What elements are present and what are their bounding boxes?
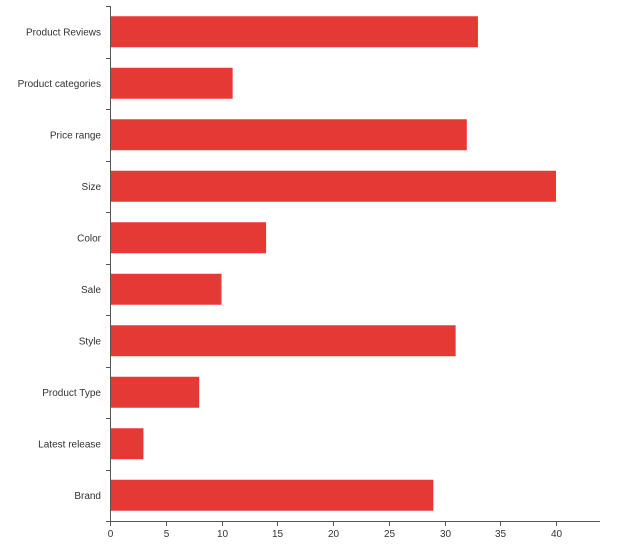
category-label-product-type: Product Type [42, 388, 101, 399]
bar-product-reviews [111, 16, 478, 48]
x-tick-label: 15 [272, 529, 284, 540]
x-tick-label: 10 [217, 529, 229, 540]
bar-product-categories [111, 67, 233, 99]
bar-color [111, 222, 267, 254]
bar-sale [111, 273, 222, 305]
category-label-price-range: Price range [50, 130, 102, 141]
x-tick-label: 5 [164, 529, 170, 540]
category-label-color: Color [77, 233, 102, 244]
category-label-product-reviews: Product Reviews [26, 27, 101, 38]
x-tick-label: 0 [108, 529, 114, 540]
category-labels-group: Product Reviews Product categories Price r… [18, 27, 102, 502]
x-tick-label: 30 [440, 529, 452, 540]
bar-product-type [111, 376, 200, 408]
bar-brand [111, 479, 434, 511]
bar-latest-release [111, 428, 144, 460]
bar-price-range [111, 119, 467, 151]
bar-style [111, 325, 456, 357]
bars-group [111, 16, 556, 511]
x-tick-label: 40 [551, 529, 563, 540]
bar-size [111, 170, 556, 202]
category-label-style: Style [79, 336, 102, 347]
x-tick-label: 35 [495, 529, 507, 540]
category-label-product-categories: Product categories [18, 79, 101, 90]
category-label-brand: Brand [74, 491, 101, 502]
x-tick-label: 20 [328, 529, 340, 540]
category-label-sale: Sale [81, 285, 101, 296]
category-label-latest-release: Latest release [38, 439, 101, 450]
y-axis [106, 6, 111, 522]
category-label-size: Size [82, 182, 102, 193]
x-axis: 0 5 10 15 20 25 30 35 40 [108, 521, 600, 540]
x-tick-label: 25 [384, 529, 396, 540]
